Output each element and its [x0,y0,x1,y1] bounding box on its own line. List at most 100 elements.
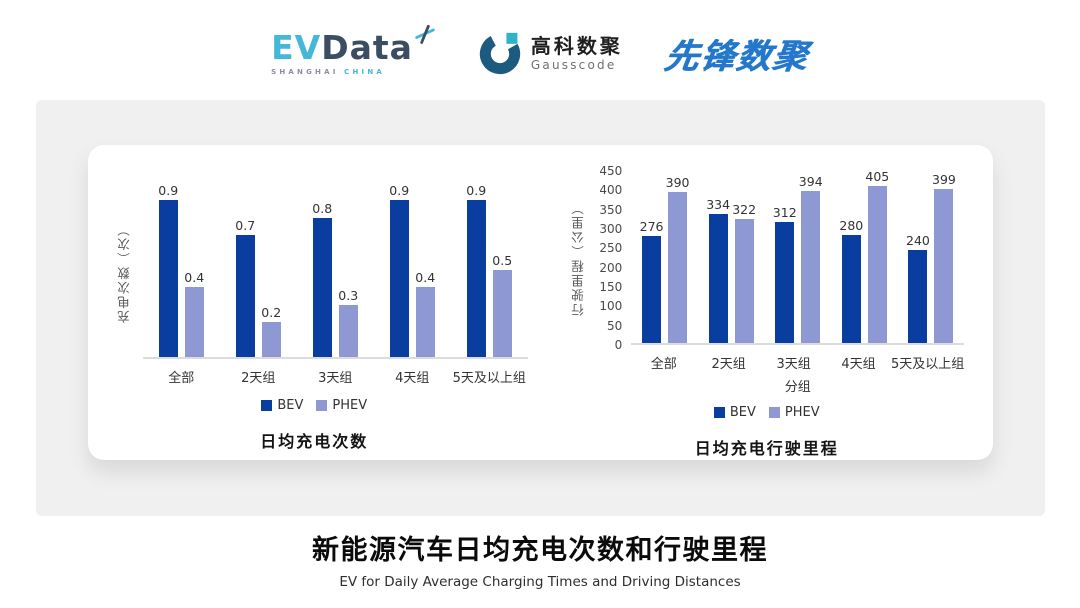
bar-value-label: 312 [772,205,797,221]
category-label: 5天及以上组 [891,357,965,372]
bar-bev: 276 [640,219,663,343]
y-tick-label: 400 [599,183,623,198]
bar-bev: 334 [706,197,730,343]
bar-value-label: 240 [905,233,930,249]
bar-group: 280 405 [831,169,898,343]
bar-value-label: 0.8 [312,200,333,216]
bar-phev: 0.2 [261,305,281,357]
legend-swatch [768,407,780,418]
bar-value-label: 0.2 [261,305,282,321]
bar-phev: 0.5 [492,253,512,357]
x-axis-label: 分组 [784,380,811,395]
bar-bev: 0.9 [389,183,409,357]
bar-value-label: 322 [732,201,757,217]
evdata-sub-shanghai: SHANGHAI [271,67,339,76]
legend-label: PHEV [784,405,820,420]
bar-phev: 322 [732,202,756,343]
bar-value-label: 280 [839,217,864,233]
legend-swatch [316,400,328,411]
page-subtitle: EV for Daily Average Charging Times and … [339,574,741,590]
bar-group: 0.9 0.4 [374,183,451,357]
y-tick-label: 100 [599,299,623,314]
bar-phev: 390 [666,175,689,343]
category-label: 5天及以上组 [452,371,526,386]
x-star-icon [415,24,435,44]
chart-daily-driving-distance: 行驶里程（公里） 0 50 100 150 200 250 300 350 400 450 276 39… [541,145,994,460]
legend-phev: PHEV [316,398,367,413]
legend-swatch [713,407,725,418]
chart-main: 充电次数（次） 0.9 0.4 0.7 0.2 0.8 0.3 0.9 0.4 0.9 0.5 全部 2… [101,183,528,386]
category-label: 3天组 [776,357,811,372]
bar-group: 276 390 [631,171,698,343]
bar-phev: 0.3 [338,288,358,357]
gausscode-en: Gausscode [530,57,617,72]
bar-value-label: 0.7 [235,218,256,234]
xianfeng-logo: 先锋数聚 [661,36,812,77]
bar-value-label: 0.9 [466,183,487,199]
bar-phev: 399 [932,172,956,343]
footer-caption: 新能源汽车日均充电次数和行驶里程 EV for Daily Average Ch… [0,528,1080,590]
y-axis-label: 充电次数（次） [116,221,132,323]
bar-bev: 240 [906,233,930,343]
bar-value-label: 405 [865,169,890,185]
plot-area: 0.9 0.4 0.7 0.2 0.8 0.3 0.9 0.4 0.9 0.5 [142,183,528,359]
category-axis: 全部 2天组 3天组 4天组 5天及以上组 [631,345,965,372]
chart-title: 日均充电次数 [260,432,369,451]
category-label: 4天组 [841,357,876,372]
gausscode-logo: 高科数聚 Gausscode [478,31,623,75]
evdata-ev-text: EV [271,27,322,67]
bar-group: 334 322 [698,171,765,343]
bar-value-label: 0.4 [415,270,436,286]
y-axis-label: 行驶里程（公里） [571,200,587,316]
bar-value-label: 0.3 [338,287,359,303]
legend: BEV PHEV [261,398,367,413]
evdata-logo: EV Data SHANGHAI CHINA [271,24,436,76]
evdata-subtitle: SHANGHAI CHINA [271,68,436,76]
y-tick-label: 350 [599,202,623,217]
y-tick-label: 200 [599,260,623,275]
bar-bev: 0.8 [312,201,332,357]
y-tick-label: 250 [599,241,623,256]
bar-phev: 0.4 [184,270,204,357]
header-logos: EV Data SHANGHAI CHINA 高科数聚 Gausscode [0,18,1080,88]
bar-value-label: 394 [798,173,823,189]
y-tick-label: 150 [599,280,623,294]
legend-bev: BEV [261,398,303,413]
plot-area: 276 390 334 322 312 394 280 405 240 399 [631,169,965,345]
g-circle-icon [479,32,521,75]
bar-value-label: 390 [665,175,690,191]
legend-label: PHEV [332,398,368,413]
legend: BEV PHEV [713,405,820,420]
bar-phev: 394 [799,174,823,343]
bar-value-label: 0.5 [492,253,513,268]
bar-phev: 0.4 [415,270,435,357]
charts-card: 充电次数（次） 0.9 0.4 0.7 0.2 0.8 0.3 0.9 0.4 0.9 0.5 全部 2… [88,145,993,460]
bar-value-label: 399 [931,171,956,187]
bar-value-label: 0.4 [184,270,205,286]
y-axis-ticks: 0 50 100 150 200 250 300 350 400 450 [596,164,623,352]
bar-bev: 312 [773,205,797,343]
chart-main: 行驶里程（公里） 0 50 100 150 200 250 300 350 400 450 276 39… [569,164,965,395]
bar-value-label: 0.9 [389,183,410,199]
bar-group: 240 399 [898,171,965,343]
category-label: 全部 [168,371,195,386]
bar-bev: 0.9 [466,183,486,357]
evdata-data-text: Data [321,27,413,67]
evdata-sub-china: CHINA [344,67,386,76]
bar-value-label: 0.9 [158,183,179,199]
gausscode-text: 高科数聚 Gausscode [530,33,623,72]
y-tick-label: 450 [599,164,623,178]
y-tick-label: 50 [606,318,623,333]
page-title: 新能源汽车日均充电次数和行驶里程 [312,535,768,566]
legend-bev: BEV [713,405,756,420]
chart-title: 日均充电行驶里程 [694,439,839,458]
legend-phev: PHEV [768,405,820,420]
bar-bev: 0.7 [235,218,255,357]
gausscode-cn: 高科数聚 [530,33,623,58]
category-label: 2天组 [241,371,276,386]
bar-bev: 0.9 [158,183,178,357]
category-axis: 全部 2天组 3天组 4天组 5天及以上组 [143,359,528,386]
category-label: 4天组 [395,371,430,386]
bar-group: 0.9 0.4 [143,183,220,357]
